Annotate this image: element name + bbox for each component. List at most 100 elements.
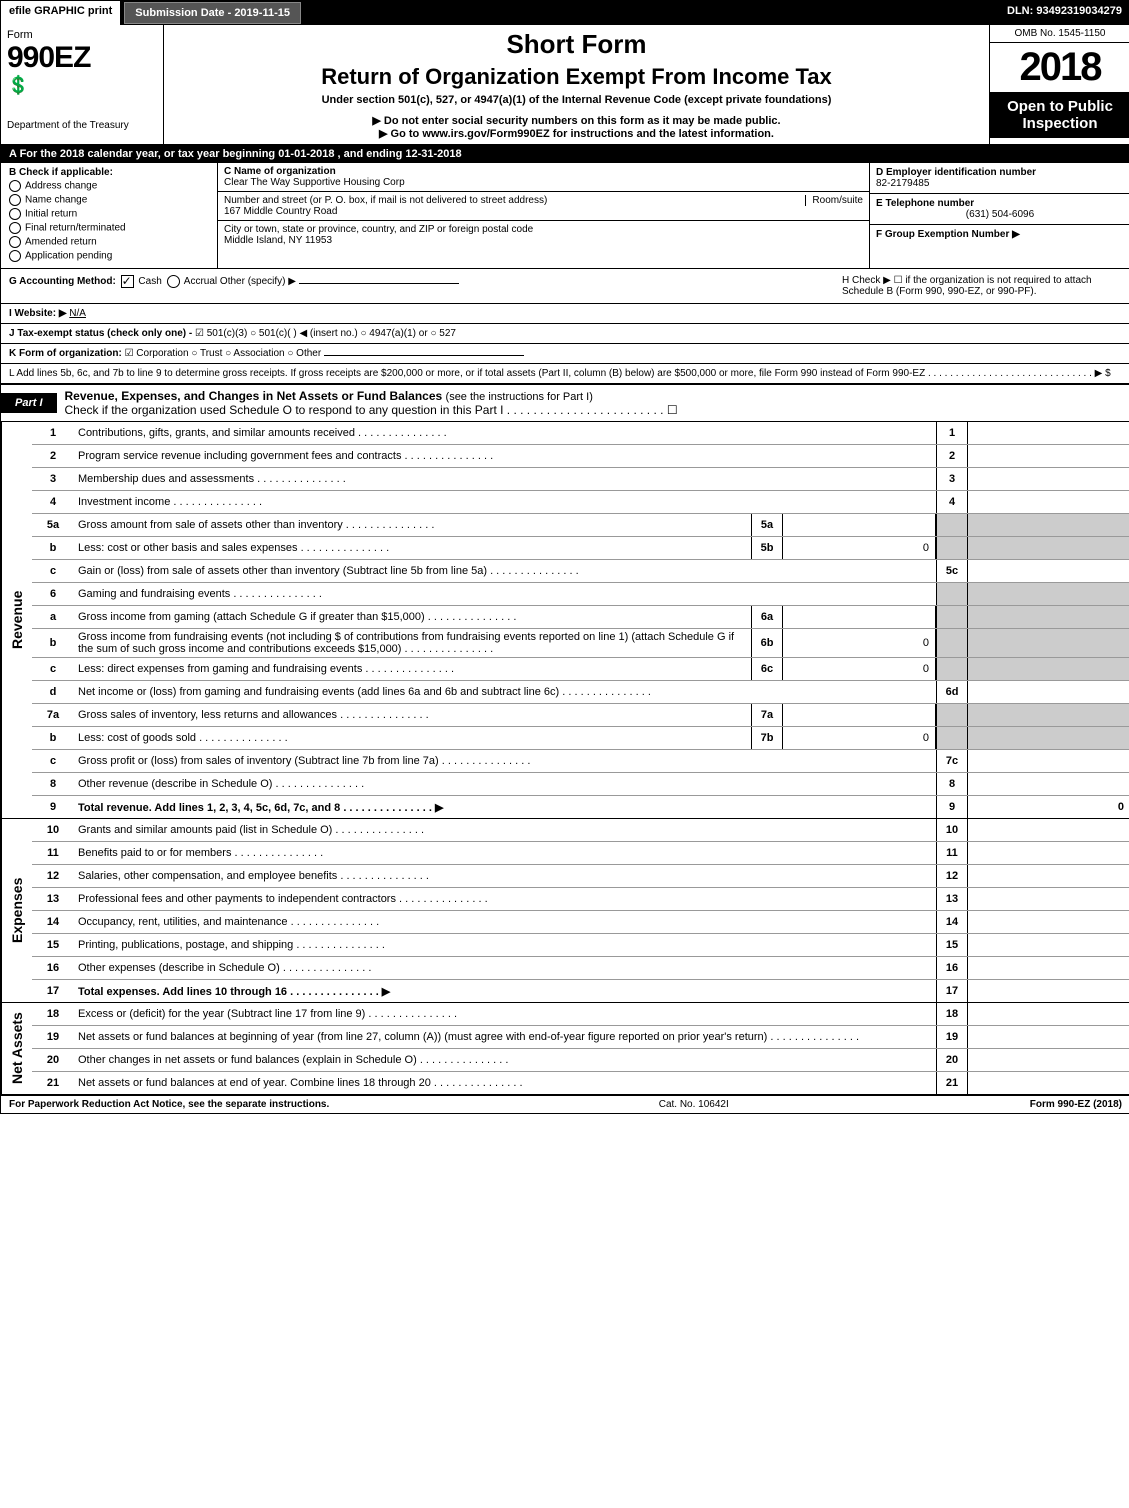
ein-label: D Employer identification number — [876, 167, 1036, 178]
form-label: Form — [7, 29, 157, 41]
form-line-12: 12Salaries, other compensation, and empl… — [32, 865, 1129, 888]
right-line-number: 9 — [936, 796, 968, 818]
right-line-number: 11 — [936, 842, 968, 864]
chk-name-change[interactable]: Name change — [9, 194, 209, 206]
right-line-value[interactable] — [968, 681, 1129, 703]
right-line-value[interactable] — [968, 980, 1129, 1002]
line-number: a — [32, 609, 74, 625]
right-line-number: 21 — [936, 1072, 968, 1094]
ssn-warning: ▶ Do not enter social security numbers o… — [174, 114, 979, 127]
box-b-checkboxes: B Check if applicable: Address change Na… — [1, 163, 218, 268]
chk-app-pending[interactable]: Application pending — [9, 250, 209, 262]
j-options[interactable]: ☑ 501(c)(3) ○ 501(c)( ) ◀ (insert no.) ○… — [195, 328, 456, 339]
form-line-7a: 7aGross sales of inventory, less returns… — [32, 704, 1129, 727]
goto-link[interactable]: ▶ Go to www.irs.gov/Form990EZ for instru… — [174, 127, 979, 140]
form-line-13: 13Professional fees and other payments t… — [32, 888, 1129, 911]
chk-initial-return[interactable]: Initial return — [9, 208, 209, 220]
other-input[interactable] — [299, 283, 459, 284]
inner-line-value[interactable]: 0 — [783, 658, 936, 680]
box-c-org-info: C Name of organization Clear The Way Sup… — [218, 163, 869, 268]
right-line-value-shaded — [968, 606, 1129, 628]
right-line-number-shaded — [936, 583, 968, 605]
line-l-instruction: L Add lines 5b, 6c, and 7b to line 9 to … — [1, 364, 1129, 385]
website-value: N/A — [69, 308, 86, 319]
other-label: Other (specify) ▶ — [220, 276, 296, 287]
right-line-number-shaded — [936, 606, 968, 628]
right-line-value-shaded — [968, 537, 1129, 559]
right-line-value[interactable] — [968, 842, 1129, 864]
form-line-b: bGross income from fundraising events (n… — [32, 629, 1129, 658]
right-line-number: 8 — [936, 773, 968, 795]
efile-print-button[interactable]: efile GRAPHIC print — [1, 1, 122, 25]
right-line-number-shaded — [936, 629, 968, 657]
group-label: F Group Exemption Number ▶ — [876, 229, 1020, 240]
right-line-value[interactable] — [968, 819, 1129, 841]
line-number: 17 — [32, 983, 74, 999]
right-line-value[interactable] — [968, 445, 1129, 467]
inner-line-value[interactable]: 0 — [783, 537, 936, 559]
right-line-value[interactable] — [968, 422, 1129, 444]
part-title-text: Revenue, Expenses, and Changes in Net As… — [65, 389, 443, 403]
line-number: c — [32, 661, 74, 677]
inner-line-value[interactable]: 0 — [783, 727, 936, 749]
form-line-16: 16Other expenses (describe in Schedule O… — [32, 957, 1129, 980]
right-line-value[interactable] — [968, 911, 1129, 933]
chk-address-change[interactable]: Address change — [9, 180, 209, 192]
inner-line-value[interactable] — [783, 514, 936, 536]
right-line-value[interactable] — [968, 560, 1129, 582]
right-line-value[interactable] — [968, 865, 1129, 887]
inner-line-number: 7b — [751, 727, 783, 749]
right-line-value[interactable] — [968, 491, 1129, 513]
right-line-value[interactable] — [968, 934, 1129, 956]
box-h: H Check ▶ ☐ if the organization is not r… — [842, 275, 1122, 297]
form-line-b: bLess: cost or other basis and sales exp… — [32, 537, 1129, 560]
k-other-input[interactable] — [324, 355, 524, 356]
line-description: Gross amount from sale of assets other t… — [74, 517, 751, 533]
chk-accrual[interactable] — [167, 275, 180, 288]
expense-rows: 10Grants and similar amounts paid (list … — [32, 819, 1129, 1002]
right-line-value[interactable] — [968, 1049, 1129, 1071]
right-line-value-shaded — [968, 704, 1129, 726]
right-line-value-shaded — [968, 727, 1129, 749]
inner-line-number: 6c — [751, 658, 783, 680]
form-line-8: 8Other revenue (describe in Schedule O) … — [32, 773, 1129, 796]
header-left: Form 990EZ 💲 Department of the Treasury — [1, 25, 164, 144]
right-line-number-shaded — [936, 537, 968, 559]
line-description: Salaries, other compensation, and employ… — [74, 868, 936, 884]
line-description: Grants and similar amounts paid (list in… — [74, 822, 936, 838]
inner-line-value[interactable] — [783, 606, 936, 628]
right-line-value[interactable] — [968, 1003, 1129, 1025]
right-line-value[interactable]: 0 — [968, 796, 1129, 818]
phone-label: E Telephone number — [876, 198, 974, 209]
part-check-line: Check if the organization used Schedule … — [65, 403, 678, 417]
form-line-9: 9Total revenue. Add lines 1, 2, 3, 4, 5c… — [32, 796, 1129, 818]
form-line-21: 21Net assets or fund balances at end of … — [32, 1072, 1129, 1094]
right-line-value[interactable] — [968, 750, 1129, 772]
under-section-text: Under section 501(c), 527, or 4947(a)(1)… — [174, 94, 979, 106]
right-line-value-shaded — [968, 629, 1129, 657]
form-line-20: 20Other changes in net assets or fund ba… — [32, 1049, 1129, 1072]
right-line-value[interactable] — [968, 888, 1129, 910]
inner-line-value[interactable]: 0 — [783, 629, 936, 657]
phone-value: (631) 504-6096 — [876, 209, 1124, 220]
right-line-number: 2 — [936, 445, 968, 467]
right-line-value[interactable] — [968, 957, 1129, 979]
right-line-value-shaded — [968, 583, 1129, 605]
city-row: City or town, state or province, country… — [218, 221, 869, 249]
k-options[interactable]: ☑ Corporation ○ Trust ○ Association ○ Ot… — [125, 348, 322, 359]
inner-line-value[interactable] — [783, 704, 936, 726]
name-label: C Name of organization — [224, 166, 336, 177]
line-number: 16 — [32, 960, 74, 976]
form-line-1: 1Contributions, gifts, grants, and simil… — [32, 422, 1129, 445]
chk-cash[interactable] — [121, 275, 134, 288]
chk-amended[interactable]: Amended return — [9, 236, 209, 248]
right-line-value[interactable] — [968, 773, 1129, 795]
revenue-side-label: Revenue — [1, 422, 32, 818]
right-line-value[interactable] — [968, 1026, 1129, 1048]
chk-final-return[interactable]: Final return/terminated — [9, 222, 209, 234]
line-description: Professional fees and other payments to … — [74, 891, 936, 907]
right-line-value[interactable] — [968, 1072, 1129, 1094]
line-description: Total revenue. Add lines 1, 2, 3, 4, 5c,… — [74, 799, 936, 816]
tax-exempt-row: J Tax-exempt status (check only one) - ☑… — [1, 324, 1129, 344]
right-line-value[interactable] — [968, 468, 1129, 490]
